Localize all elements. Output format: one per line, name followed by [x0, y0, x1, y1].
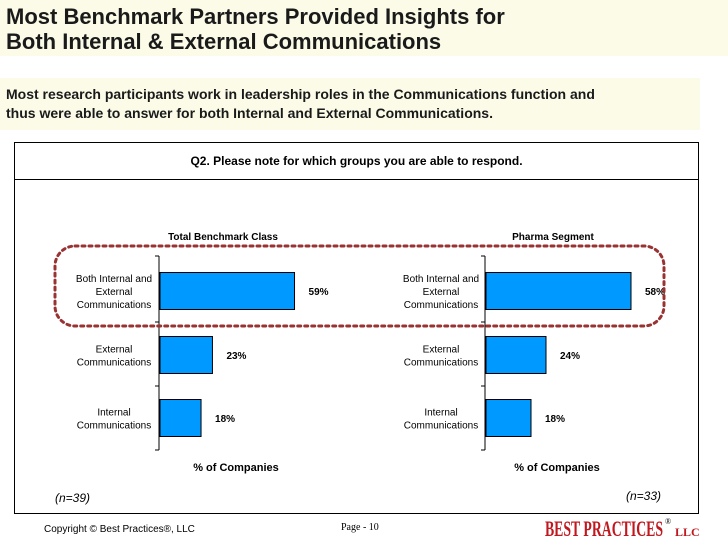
category-label-1-3-2: Communications	[77, 421, 151, 432]
bar-1-3	[159, 399, 202, 437]
slide-subtitle-line-1: Most research participants work in leade…	[6, 86, 595, 102]
chart-title-2: Pharma Segment	[512, 232, 594, 243]
sample-size-left: (n=39)	[55, 491, 91, 505]
best-practices-logo: BEST PRACTICES ® LLC	[545, 516, 700, 541]
slide-title-line-1: Most Benchmark Partners Provided Insight…	[6, 4, 505, 29]
bar-2-3	[485, 399, 532, 437]
bar-2-1	[485, 272, 632, 310]
sample-size-right: (n=33)	[626, 489, 662, 503]
data-label-2-2: 24%	[560, 351, 580, 362]
highlight-outline	[53, 244, 666, 328]
category-label-1-1-1: Both Internal and	[76, 274, 152, 285]
x-axis-label-1: % of Companies	[193, 462, 279, 474]
copyright-text: Copyright © Best Practices®, LLC	[44, 524, 195, 535]
x-axis-label-2: % of Companies	[514, 462, 600, 474]
chart-panel: Q2. Please note for which groups you are…	[14, 142, 699, 514]
slide-title-line-2: Both Internal & External Communications	[6, 29, 442, 54]
category-label-2-1-3: Communications	[404, 300, 478, 311]
slide-subtitle-line-2: thus were able to answer for both Intern…	[6, 105, 493, 121]
category-label-1-1-3: Communications	[77, 300, 151, 311]
logo-text: BEST PRACTICES	[545, 516, 663, 541]
subtitle-band	[0, 78, 700, 130]
page-number: Page - 10	[341, 522, 379, 533]
category-label-2-2-1: External	[423, 345, 460, 356]
category-label-2-2-2: Communications	[404, 358, 478, 369]
bar-1-2	[159, 336, 213, 374]
data-label-2-3: 18%	[545, 414, 565, 425]
data-label-1-3: 18%	[215, 414, 235, 425]
category-label-1-2-1: External	[96, 345, 133, 356]
data-label-1-2: 23%	[226, 351, 246, 362]
category-label-2-1-2: External	[423, 287, 460, 298]
logo-suffix: LLC	[675, 525, 700, 539]
data-label-2-1: 58%	[645, 287, 665, 298]
category-label-1-3-1: Internal	[97, 408, 130, 419]
category-label-2-3-1: Internal	[424, 408, 457, 419]
bar-1-1	[159, 272, 296, 310]
category-label-1-1-2: External	[96, 287, 133, 298]
category-label-2-1-1: Both Internal and	[403, 274, 479, 285]
title-band	[0, 0, 728, 56]
category-label-2-3-2: Communications	[404, 421, 478, 432]
bar-2-2	[485, 336, 547, 374]
data-label-1-1: 59%	[309, 287, 329, 298]
chart-question: Q2. Please note for which groups you are…	[190, 154, 523, 168]
logo-registered-mark: ®	[665, 517, 671, 526]
question-divider	[15, 179, 698, 180]
category-label-1-2-2: Communications	[77, 358, 151, 369]
chart-title-1: Total Benchmark Class	[168, 232, 278, 243]
